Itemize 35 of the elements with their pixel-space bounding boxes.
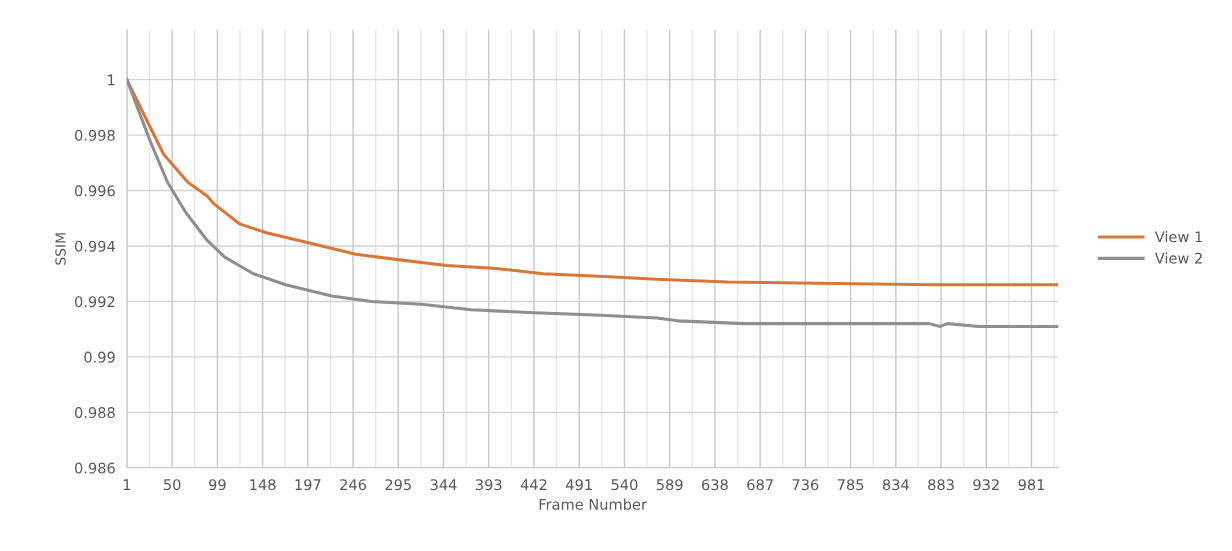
y-axis-title: SSIM bbox=[55, 233, 66, 265]
x-tick-label: 932 bbox=[973, 479, 999, 491]
x-tick-label: 589 bbox=[656, 479, 683, 491]
legend-label: View 2 bbox=[1154, 252, 1202, 264]
x-tick-label: 883 bbox=[928, 479, 954, 491]
x-tick-label: 638 bbox=[702, 479, 728, 491]
x-tick-label: 981 bbox=[1018, 479, 1045, 491]
y-tick-label: 0.996 bbox=[75, 185, 115, 197]
x-tick-label: 736 bbox=[792, 479, 819, 491]
legend-label: View 1 bbox=[1154, 231, 1202, 243]
x-tick-label: 540 bbox=[611, 479, 638, 491]
x-tick-label: 1 bbox=[123, 479, 131, 490]
x-tick-label: 246 bbox=[340, 479, 367, 491]
y-tick-label: 0.992 bbox=[75, 296, 115, 308]
y-tick-label: 0.99 bbox=[84, 351, 115, 363]
x-tick-label: 785 bbox=[837, 479, 864, 491]
y-tick-label: 0.998 bbox=[75, 129, 115, 141]
x-tick-label: 491 bbox=[566, 479, 592, 491]
y-tick-label: 0.988 bbox=[75, 407, 115, 419]
y-tick-label: 0.994 bbox=[75, 240, 115, 252]
x-axis-title: Frame Number bbox=[539, 498, 647, 510]
x-tick-label: 442 bbox=[520, 479, 547, 490]
y-tick-label: 1 bbox=[108, 74, 115, 86]
x-tick-label: 687 bbox=[747, 479, 773, 491]
x-tick-label: 295 bbox=[385, 479, 411, 491]
x-tick-label: 99 bbox=[209, 479, 226, 491]
x-tick-label: 344 bbox=[430, 479, 457, 491]
line-series bbox=[126, 78, 1059, 287]
x-tick-label: 148 bbox=[250, 479, 276, 491]
x-tick-label: 834 bbox=[882, 479, 909, 491]
x-tick-label: 50 bbox=[163, 479, 181, 491]
x-tick-label: 197 bbox=[295, 479, 321, 491]
y-tick-label: 0.986 bbox=[75, 462, 115, 474]
x-tick-label: 393 bbox=[475, 479, 502, 491]
line-series bbox=[126, 78, 1059, 328]
